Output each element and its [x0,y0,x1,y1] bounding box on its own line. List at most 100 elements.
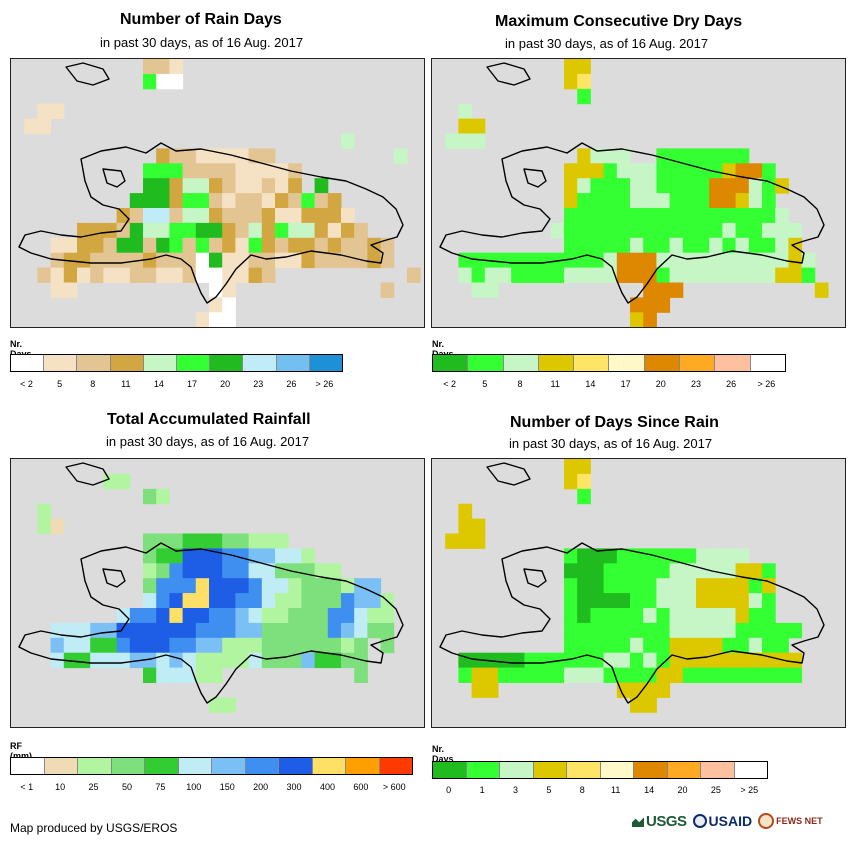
grid-cell [169,193,184,209]
grid-cell [748,163,763,179]
grid-cell [222,637,236,654]
grid-cell [682,608,697,624]
grid-cell [248,578,263,594]
legend-swatch [177,758,211,774]
grid-cell [577,548,591,564]
grid-cell [380,637,395,654]
map-rain-days[interactable] [10,58,425,328]
grid-cell [143,608,157,624]
grid-cell [248,178,263,194]
grid-cell [762,593,776,609]
grid-cell [261,193,276,209]
grid-cell [564,222,578,239]
grid-cell [709,237,723,254]
grid-cell [643,193,657,209]
grid-cell [643,222,657,239]
grid-cell [90,622,104,639]
legend-label: 25 [710,785,721,795]
grid-cell [498,652,512,669]
grid-cell [696,148,710,164]
grid-cell [775,178,789,194]
grid-cell [222,222,236,239]
grid-cell [182,548,197,564]
grid-cell [275,222,289,239]
grid-cell [603,148,618,164]
grid-cell [235,208,250,224]
grid-cell [169,148,184,164]
grid-cell [169,73,184,90]
grid-cell [103,473,118,490]
grid-cell [616,252,631,269]
grid-cell [722,237,737,254]
grid-cell [156,488,170,505]
grid-cell [248,163,263,179]
legend-swatch [77,758,111,774]
grid-cell [195,222,210,239]
grid-cell [630,697,644,713]
grid-cell [380,252,395,269]
grid-cell [248,608,263,624]
grid-cell [143,593,157,609]
grid-cell [682,548,697,564]
grid-cell [314,652,329,669]
map-max-dry-days[interactable] [431,58,846,328]
grid-cell [590,208,605,224]
grid-cell [380,237,395,254]
usaid-seal-icon [692,814,707,828]
grid-cell [458,267,473,283]
grid-cell [616,578,631,594]
grid-cell [407,267,421,283]
grid-cell [656,548,671,564]
grid-cell [616,622,631,639]
grid-cell [314,637,329,654]
grid-cell [275,652,289,669]
grid-cell [458,103,473,120]
grid-cell [77,252,91,269]
panel-subtitle: in past 30 days, as of 16 Aug. 2017 [505,36,709,51]
grid-cell [354,237,368,254]
grid-cell [261,267,276,283]
grid-cell [301,222,316,239]
grid-cell [656,652,671,669]
legend-label: 100 [186,782,202,792]
grid-cell [37,518,52,534]
grid-cell [669,222,684,239]
grid-cell [169,622,184,639]
grid-cell [77,622,91,639]
grid-cell [577,667,591,683]
grid-cell [682,193,697,209]
grid-cell [301,548,316,564]
legend-swatch [679,355,715,371]
grid-cell [222,267,236,283]
grid-cell [630,652,644,669]
grid-cell [788,267,803,283]
grid-cell [354,608,368,624]
map-accum-rainfall[interactable] [10,458,425,728]
grid-cell [288,637,302,654]
grid-cell [458,533,473,549]
grid-cell [261,148,276,164]
legend-labels: < 2 5 8 11 14 17 20 23 26 > 26 [10,379,341,391]
grid-cell [524,267,539,283]
legend-label: 600 [353,782,369,792]
grid-cell [577,563,591,579]
grid-cell [327,208,342,224]
grid-cell [169,59,184,75]
map-canvas [439,59,829,327]
grid-cell [37,503,52,520]
legend-swatch [633,762,667,778]
grid-cell [261,593,276,609]
map-days-since-rain[interactable] [431,458,846,728]
grid-cell [603,637,618,654]
grid-cell [564,163,578,179]
grid-cell [314,622,329,639]
legend-label: 11 [611,785,621,795]
grid-cell [182,237,197,254]
grid-cell [143,563,157,579]
fews-globe-icon [758,813,775,829]
grid-cell [696,563,710,579]
grid-cell [616,637,631,654]
grid-cell [314,563,329,579]
legend-label: 5 [546,785,552,795]
grid-cell [235,637,250,654]
